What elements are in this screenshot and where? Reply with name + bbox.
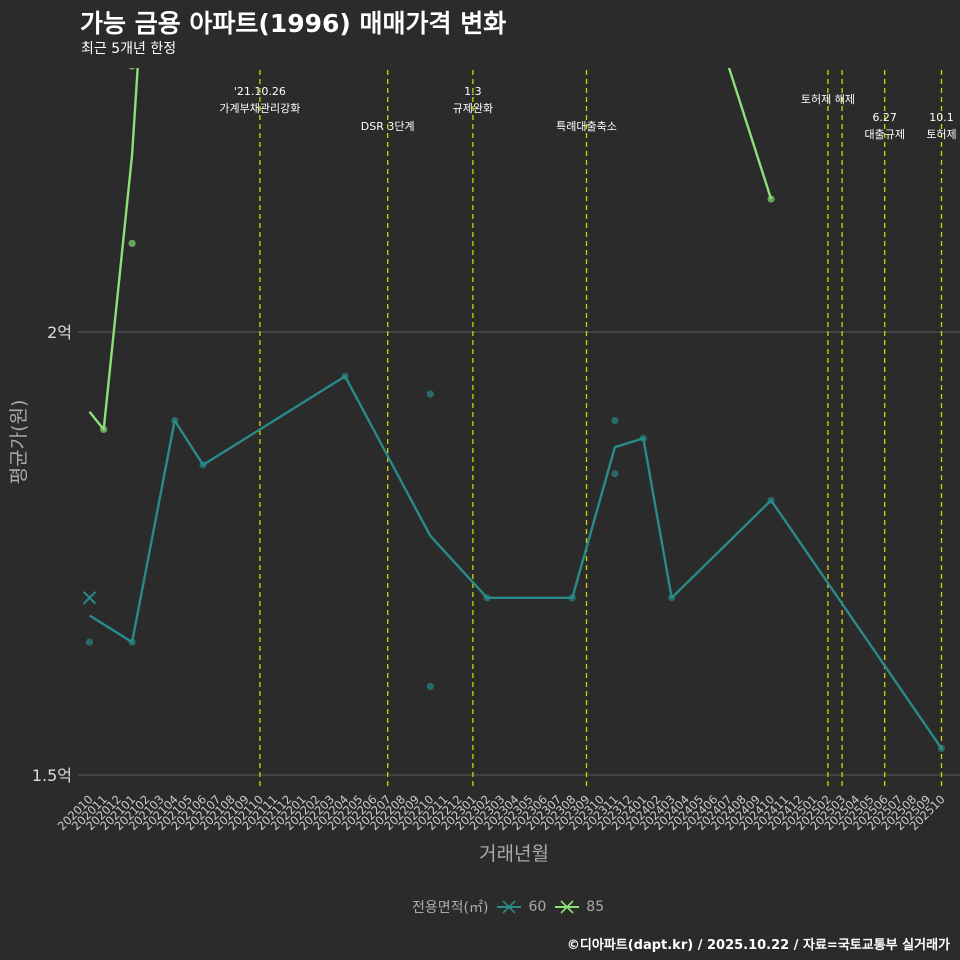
chart-subtitle: 최근 5개년 한정 — [81, 41, 177, 57]
data-point-60 — [483, 594, 491, 602]
policy-date: 10.1 — [929, 111, 954, 124]
data-point-60 — [937, 744, 946, 753]
data-point-60 — [426, 682, 434, 691]
data-point-85 — [100, 425, 108, 434]
data-point-60 — [199, 461, 207, 469]
y-tick-label: 2억 — [47, 323, 72, 342]
data-point-60 — [426, 390, 434, 398]
legend-label-60: 60 — [528, 899, 547, 915]
data-point-60 — [767, 496, 775, 504]
data-point-60 — [341, 372, 349, 380]
series-line-60 — [88, 375, 943, 750]
data-point-60 — [668, 594, 676, 602]
legend-label-85: 85 — [586, 899, 605, 915]
policy-label: DSR 3단계 — [361, 120, 415, 133]
data-point-60 — [128, 638, 136, 646]
series-line-85 — [88, 68, 773, 431]
legend: 전용면적(㎡) 60 85 — [412, 896, 604, 918]
data-point-85 — [767, 195, 775, 203]
policy-label: 대출규제 — [864, 128, 904, 141]
data-point-60 — [568, 594, 576, 602]
data-point-60 — [611, 417, 619, 425]
policy-label: 특례대출축소 — [556, 120, 617, 133]
data-point-85 — [128, 68, 136, 70]
source-caption: ©디아파트(dapt.kr) / 2025.10.22 / 자료=국토교통부 실… — [566, 938, 950, 953]
data-point-85 — [128, 239, 136, 247]
policy-date: 1.3 — [464, 85, 482, 98]
y-axis-title: 평균가(원) — [8, 400, 30, 485]
x-axis-title: 거래년월 — [479, 843, 549, 865]
policy-date: 6.27 — [872, 111, 897, 124]
chart-title: 가능 금용 아파트(1996) 매매가격 변화 — [80, 9, 507, 38]
cancelled-point-60 — [82, 591, 97, 605]
data-point-60 — [171, 417, 179, 425]
policy-label: 규제완화 — [453, 102, 493, 115]
policy-label: 가계부채관리강화 — [219, 102, 300, 115]
data-point-60 — [639, 434, 647, 442]
y-tick-label: 1.5억 — [32, 766, 72, 785]
policy-date: '21.10.26 — [234, 85, 286, 98]
policy-label: 토허제 해제 — [801, 92, 855, 106]
data-point-60 — [85, 638, 94, 646]
data-point-60 — [611, 470, 619, 478]
legend-title: 전용면적(㎡) — [412, 900, 489, 916]
legend-key-60 — [496, 897, 522, 917]
legend-key-85 — [554, 897, 580, 917]
policy-label: 토허제 — [926, 128, 956, 141]
